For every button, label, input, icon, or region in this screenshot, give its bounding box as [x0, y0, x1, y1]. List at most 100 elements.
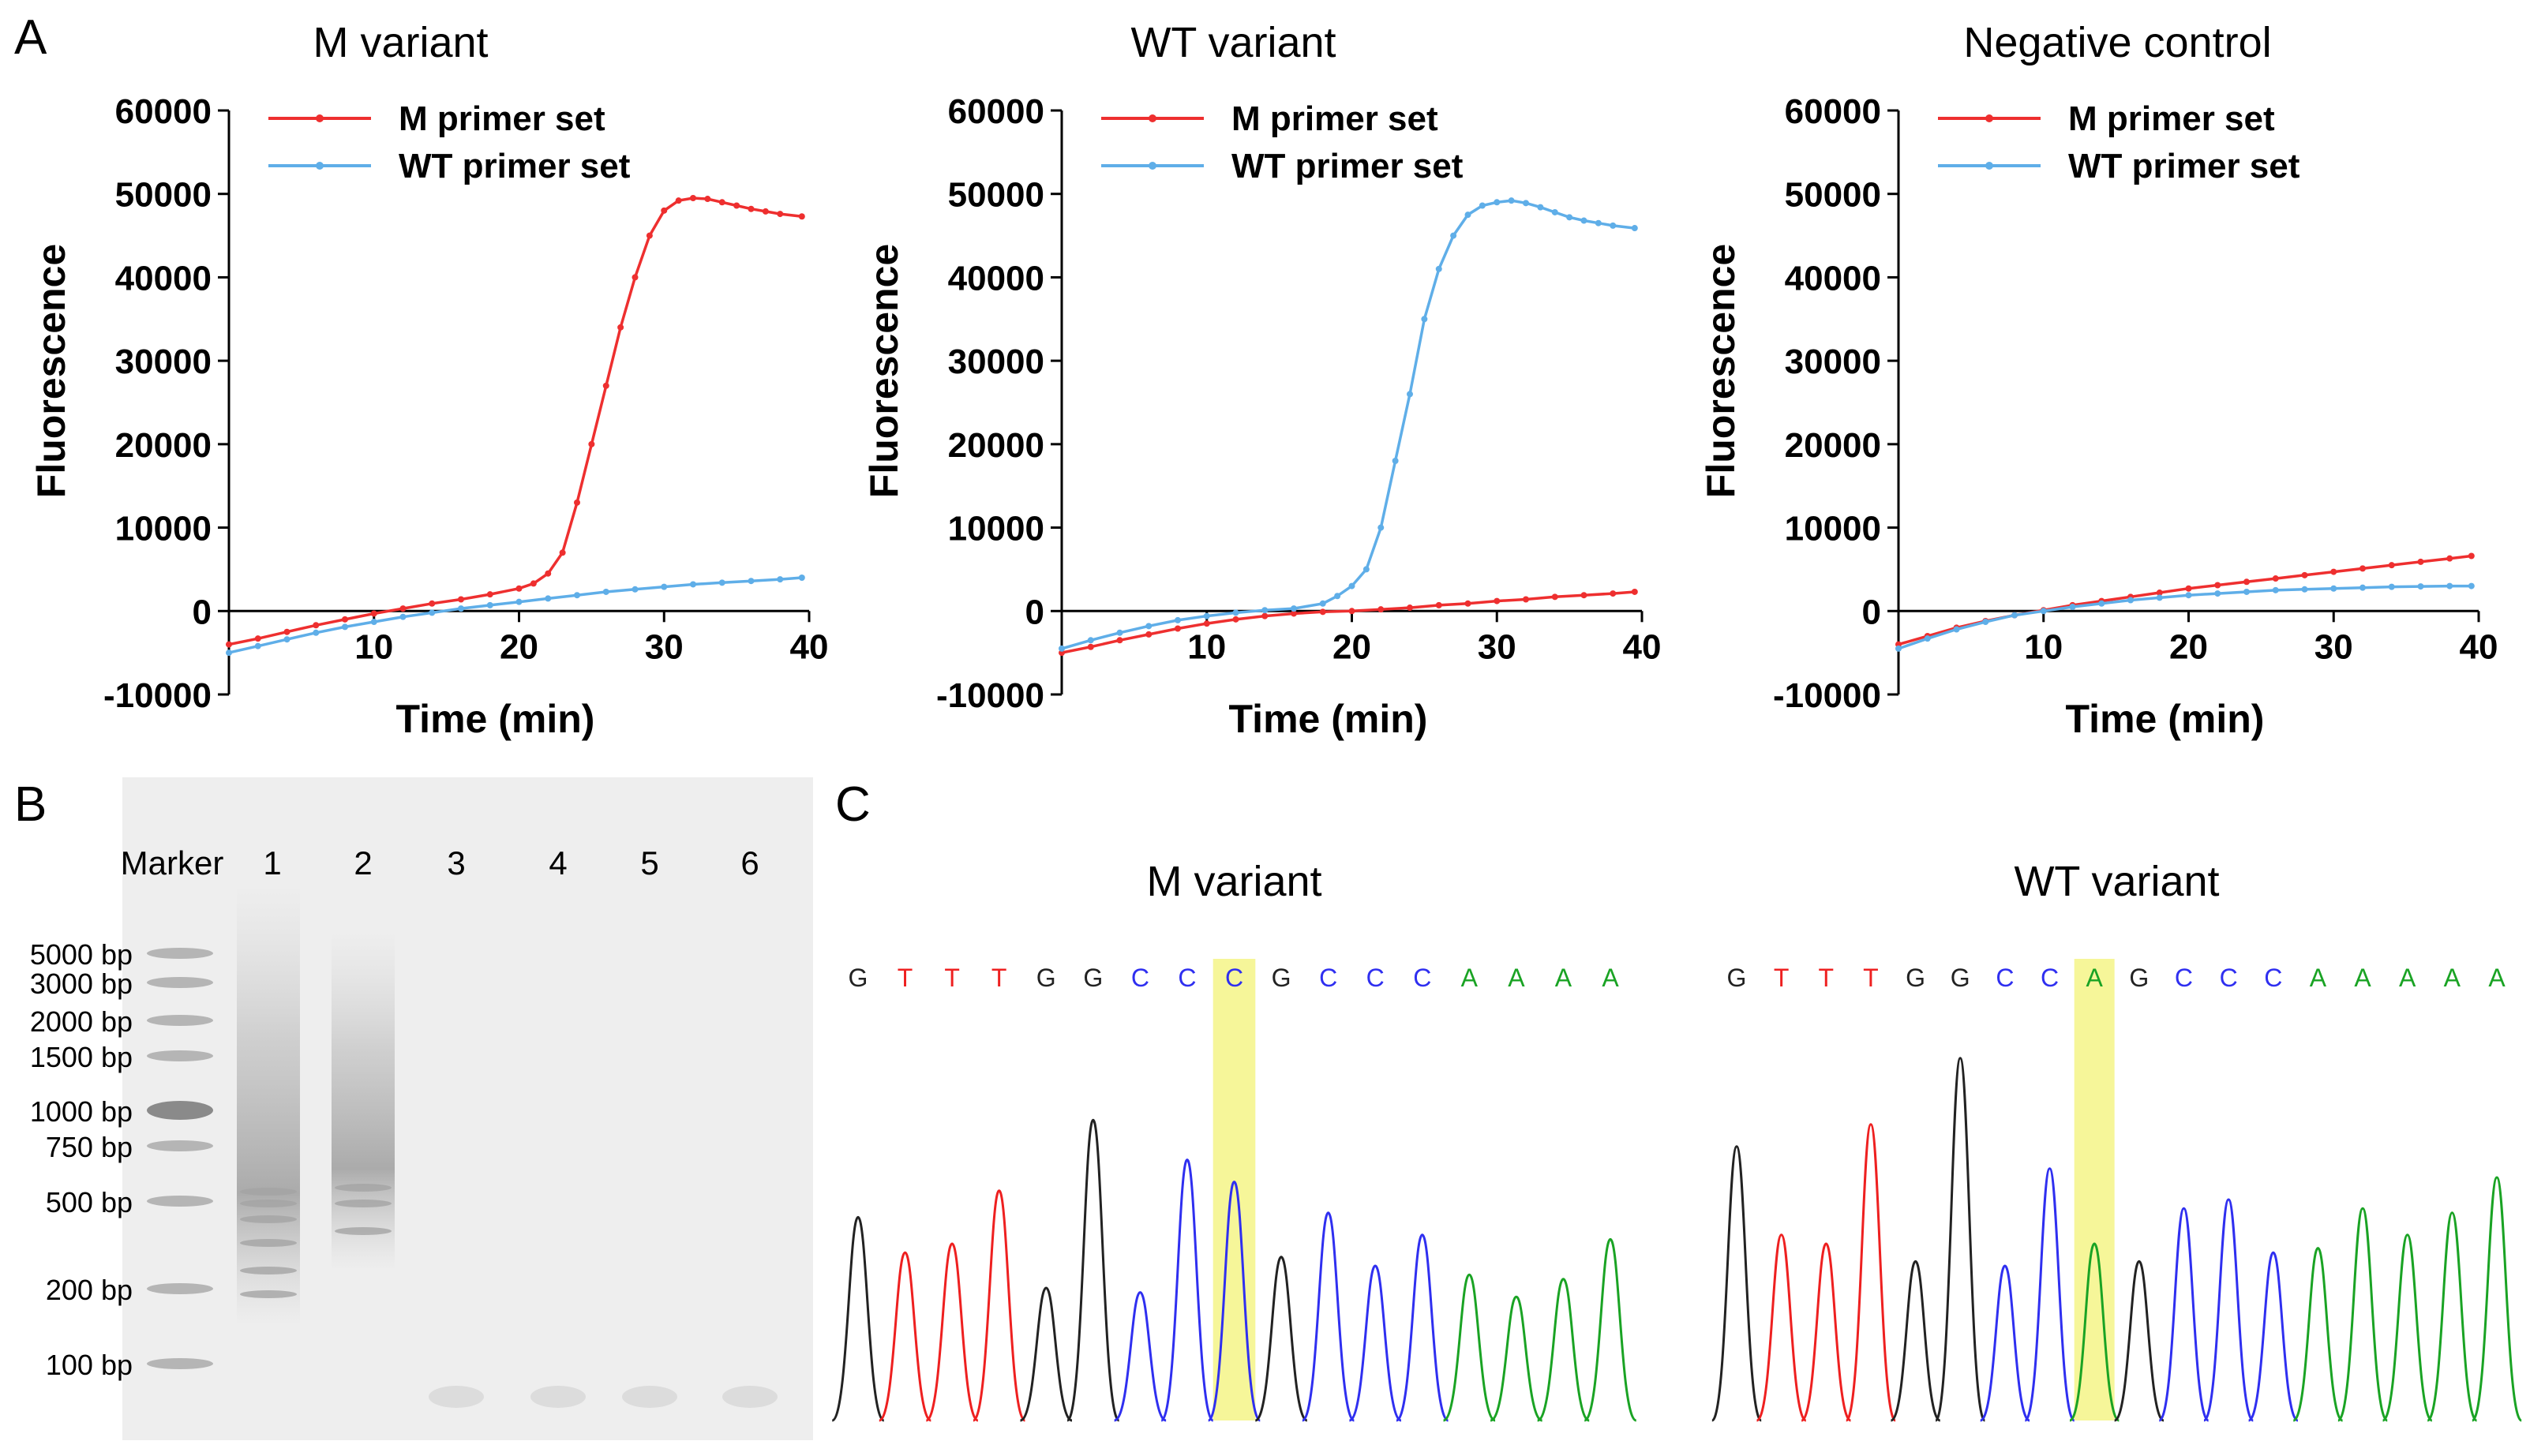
chart-negative-control: Negative control -10000 0 10000 20000 30000 40… — [1699, 19, 2498, 741]
trace-peak — [1160, 1158, 1215, 1422]
legend-label: WT primer set — [399, 147, 631, 185]
base-letter: C — [2041, 964, 2059, 992]
data-point — [1334, 593, 1341, 600]
gel-smear-lane-2 — [332, 931, 395, 1271]
y-tick-label: 0 — [1025, 593, 1044, 631]
base-letter: T — [1774, 964, 1790, 992]
data-point — [1631, 225, 1638, 232]
data-point — [1261, 607, 1269, 614]
ladder-label: 5000 bp — [30, 938, 133, 971]
legend-label: M primer set — [1231, 99, 1438, 138]
ladder-band — [147, 1101, 213, 1120]
y-tick-label: 40000 — [948, 259, 1044, 298]
y-tick-label: 60000 — [115, 92, 212, 131]
base-letter: G — [1083, 964, 1103, 992]
data-point — [1595, 219, 1602, 226]
data-point — [1232, 616, 1239, 623]
trace-peak — [1442, 1273, 1496, 1422]
data-point — [2011, 612, 2018, 619]
data-point — [2243, 588, 2250, 595]
trace-peak — [1396, 1233, 1449, 1422]
data-point — [798, 213, 805, 220]
trace-peak — [1711, 1145, 1763, 1422]
sample-band — [335, 1227, 392, 1235]
y-tick-label: 10000 — [115, 510, 212, 548]
x-tick-label: 30 — [1478, 627, 1516, 666]
base-letter: A — [2488, 964, 2506, 992]
data-point — [1362, 566, 1370, 573]
trace-peak — [1490, 1295, 1543, 1422]
gel-lane-label: 1 — [263, 844, 281, 881]
data-point — [1175, 616, 1181, 623]
data-point — [798, 575, 805, 581]
data-point — [690, 195, 696, 201]
y-tick-label: 50000 — [948, 176, 1044, 215]
data-point — [1508, 197, 1515, 204]
data-point — [2301, 586, 2308, 593]
ladder-band — [147, 1196, 213, 1207]
gel-lane-label: 2 — [354, 844, 372, 881]
base-letter: C — [2175, 964, 2193, 992]
data-point — [1145, 623, 1153, 630]
trace-peak — [2157, 1207, 2210, 1422]
y-tick-label: 40000 — [1785, 259, 1881, 298]
base-letter: G — [1036, 964, 1056, 992]
data-point — [1523, 596, 1529, 603]
ladder-label: 200 bp — [46, 1274, 133, 1306]
legend-marker — [316, 114, 324, 122]
data-point — [2359, 565, 2366, 572]
data-point — [2156, 594, 2163, 601]
data-point — [777, 576, 784, 583]
base-letter: G — [1906, 964, 1925, 992]
data-point — [617, 324, 624, 331]
y-tick-label: 50000 — [115, 176, 212, 215]
sample-band — [335, 1200, 392, 1207]
data-point — [2185, 585, 2192, 592]
data-point — [2388, 562, 2395, 569]
data-point — [718, 579, 725, 586]
data-point — [530, 580, 537, 587]
data-point — [661, 583, 668, 590]
data-point — [313, 629, 320, 636]
panel-label-a: A — [14, 10, 47, 65]
data-point — [1566, 214, 1573, 221]
data-point — [515, 598, 523, 605]
y-tick-label: 30000 — [948, 342, 1044, 381]
y-tick-label: 10000 — [1785, 510, 1881, 548]
trace-peak — [2292, 1247, 2344, 1422]
base-letter: C — [2264, 964, 2282, 992]
data-point — [1232, 609, 1239, 616]
data-point — [1464, 211, 1471, 219]
data-point — [1175, 625, 1181, 632]
legend-marker — [1985, 114, 1993, 122]
x-tick-label: 30 — [2314, 627, 2353, 666]
legend-marker — [1149, 162, 1156, 170]
trace-peak — [2337, 1207, 2389, 1422]
y-tick-label: 40000 — [115, 259, 212, 298]
x-axis-label: Time (min) — [1229, 697, 1428, 741]
base-letter: T — [1863, 964, 1879, 992]
y-axis-label: Fluorescence — [29, 244, 73, 498]
data-point — [1895, 645, 1902, 652]
trace-peak — [2382, 1233, 2433, 1422]
data-point — [486, 591, 493, 598]
trace-peak — [2471, 1176, 2523, 1422]
panel-label-c: C — [835, 777, 871, 832]
chart-title: M variant — [313, 19, 488, 66]
base-letter: C — [1366, 964, 1385, 992]
data-point — [777, 211, 784, 218]
data-point — [2214, 582, 2221, 589]
data-point — [1953, 626, 1960, 633]
base-letter: C — [2220, 964, 2238, 992]
data-point — [2069, 604, 2076, 610]
data-point — [1291, 605, 1297, 612]
data-point — [545, 570, 552, 577]
trace-peak — [1756, 1233, 1807, 1422]
base-letter: A — [2086, 964, 2104, 992]
y-axis-label: Fluorescence — [862, 244, 906, 498]
sequence-title: M variant — [1146, 858, 1321, 905]
base-letter: A — [2354, 964, 2371, 992]
base-letter: C — [1131, 964, 1149, 992]
x-tick-label: 20 — [500, 627, 538, 666]
data-point — [1537, 204, 1544, 211]
